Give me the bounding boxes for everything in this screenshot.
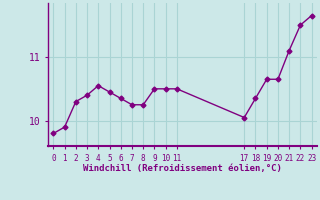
X-axis label: Windchill (Refroidissement éolien,°C): Windchill (Refroidissement éolien,°C) [83, 164, 282, 173]
